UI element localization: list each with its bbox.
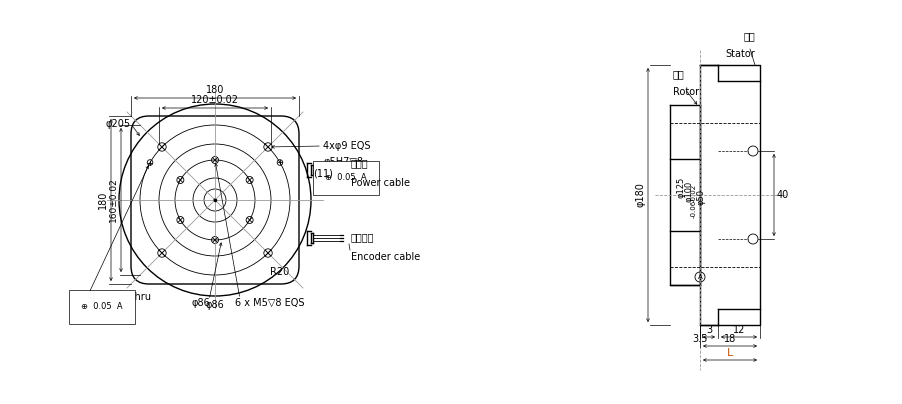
Text: 3: 3 (706, 325, 712, 335)
Text: 12: 12 (732, 325, 745, 335)
Text: (11): (11) (313, 168, 333, 178)
Text: 3.5: 3.5 (693, 334, 708, 344)
Text: -0.02: -0.02 (691, 184, 697, 202)
Text: Encoder cable: Encoder cable (351, 252, 420, 262)
Text: 动力线: 动力线 (351, 158, 369, 168)
Text: 转子: 转子 (673, 69, 685, 79)
Text: Stator: Stator (725, 49, 755, 59)
Text: 6 x M5▽8 EQS: 6 x M5▽8 EQS (235, 298, 305, 308)
Text: φ180: φ180 (635, 183, 645, 207)
Text: 160±0.02: 160±0.02 (109, 178, 118, 222)
Text: 编码器线: 编码器线 (351, 232, 374, 242)
Text: ⊕  0.05  A: ⊕ 0.05 A (325, 173, 366, 182)
Text: R20: R20 (270, 267, 290, 277)
Text: -0.06: -0.06 (691, 200, 697, 218)
Text: 40: 40 (777, 190, 789, 200)
Text: φ86: φ86 (205, 300, 224, 310)
Text: 2 x φ6H7 Thru: 2 x φ6H7 Thru (81, 292, 151, 302)
Text: 定子: 定子 (743, 31, 755, 41)
Text: L: L (727, 348, 733, 358)
Text: φ50: φ50 (697, 189, 706, 205)
Text: φ5H7▽8: φ5H7▽8 (323, 157, 363, 167)
Text: φ205: φ205 (106, 119, 131, 129)
Text: ⊕  0.05  A: ⊕ 0.05 A (81, 302, 123, 311)
Text: φ100: φ100 (685, 180, 694, 202)
Text: Power cable: Power cable (351, 178, 410, 188)
Text: 4xφ9 EQS: 4xφ9 EQS (323, 141, 371, 151)
Text: 18: 18 (724, 334, 736, 344)
Text: Rotor: Rotor (673, 87, 699, 97)
Text: φ125: φ125 (676, 177, 685, 198)
Text: A: A (697, 274, 703, 280)
Text: 180: 180 (206, 85, 225, 95)
Text: 180: 180 (98, 191, 108, 209)
Text: 120±0.02: 120±0.02 (191, 95, 239, 105)
Text: φ86: φ86 (191, 298, 210, 308)
